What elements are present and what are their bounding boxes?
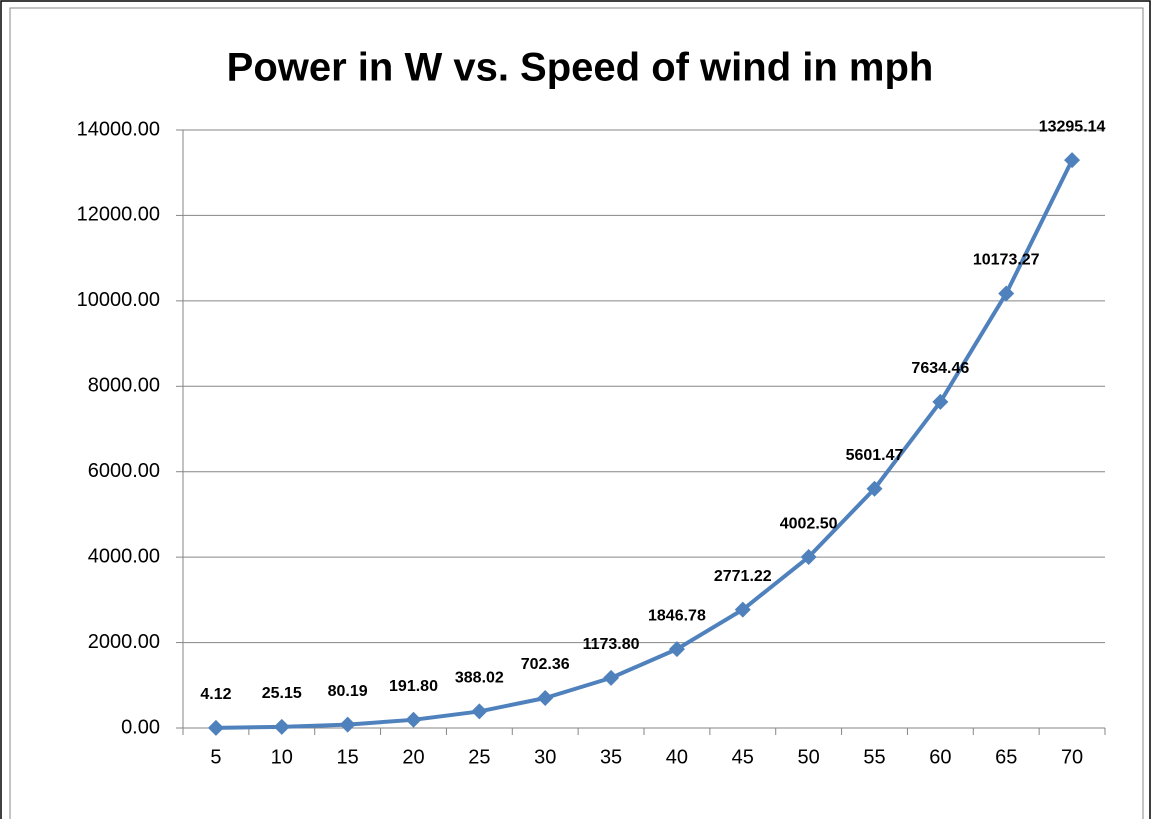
- data-point: [1064, 152, 1081, 169]
- x-tick-label: 55: [863, 746, 885, 768]
- data-point: [471, 703, 488, 720]
- data-label: 388.02: [455, 670, 504, 687]
- data-point: [207, 719, 224, 736]
- x-tick-label: 60: [929, 746, 951, 768]
- data-label: 80.19: [328, 683, 368, 700]
- data-label: 5601.47: [846, 447, 904, 464]
- data-point: [537, 689, 554, 706]
- data-label: 13295.14: [1039, 118, 1106, 135]
- data-point: [273, 718, 290, 735]
- data-point: [405, 711, 422, 728]
- data-point: [932, 393, 949, 410]
- x-tick-label: 25: [468, 746, 490, 768]
- y-tick-label: 12000.00: [77, 204, 160, 226]
- y-tick-label: 6000.00: [88, 460, 160, 482]
- x-tick-label: 30: [534, 746, 556, 768]
- y-tick-label: 8000.00: [88, 375, 160, 397]
- data-point: [603, 669, 620, 686]
- chart-border: [9, 7, 1144, 819]
- x-tick-label: 35: [600, 746, 622, 768]
- x-tick-label: 5: [210, 746, 221, 768]
- data-label: 4002.50: [780, 515, 838, 532]
- y-tick-label: 10000.00: [77, 289, 160, 311]
- x-tick-label: 70: [1061, 746, 1083, 768]
- data-label: 191.80: [389, 678, 438, 695]
- x-tick-label: 45: [732, 746, 754, 768]
- data-label: 25.15: [262, 685, 302, 702]
- x-tick-label: 15: [337, 746, 359, 768]
- y-tick-label: 4000.00: [88, 545, 160, 567]
- x-tick-label: 40: [666, 746, 688, 768]
- data-label: 2771.22: [714, 568, 772, 585]
- y-tick-label: 2000.00: [88, 631, 160, 653]
- data-label: 4.12: [200, 686, 231, 703]
- x-tick-label: 10: [271, 746, 293, 768]
- data-label: 1846.78: [648, 607, 706, 624]
- y-tick-label: 0.00: [121, 716, 160, 738]
- y-tick-label: 14000.00: [77, 118, 160, 140]
- data-point: [998, 285, 1015, 302]
- data-label: 1173.80: [583, 636, 640, 653]
- series-line: [215, 159, 1074, 730]
- x-tick-label: 65: [995, 746, 1017, 768]
- data-point: [866, 480, 883, 497]
- data-point: [734, 601, 751, 618]
- chart-title: Power in W vs. Speed of wind in mph: [227, 46, 934, 90]
- data-label: 10173.27: [973, 252, 1040, 269]
- x-tick-label: 20: [402, 746, 424, 768]
- data-point: [668, 641, 685, 658]
- data-point: [800, 549, 817, 566]
- x-tick-label: 50: [798, 746, 820, 768]
- data-label: 702.36: [521, 656, 570, 673]
- data-point: [339, 716, 356, 733]
- data-label: 7634.46: [911, 360, 969, 377]
